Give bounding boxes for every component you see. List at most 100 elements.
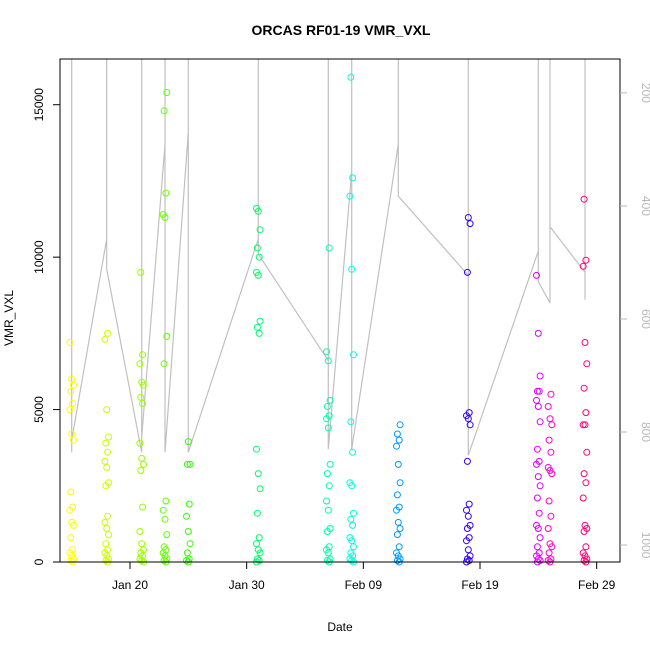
data-point [466,421,474,429]
data-point [548,470,556,478]
data-point [101,336,109,343]
data-point [66,406,74,414]
data-point [323,557,331,564]
profile-lines [71,59,586,456]
x-tick-label: Jan 30 [229,578,265,592]
data-point [536,534,544,542]
data-point [536,372,544,380]
data-point [349,521,357,529]
data-point [256,317,264,325]
data-point [533,396,540,404]
data-point [583,360,591,368]
data-point [463,268,471,276]
data-point [70,521,77,529]
data-point [325,244,333,252]
data-point [548,421,556,429]
data-point [70,381,77,389]
data-point [67,534,75,542]
right-tick-label: 800 [639,422,650,442]
data-point [253,244,261,252]
data-point [463,537,470,545]
data-point [581,421,589,429]
data-point [581,339,589,346]
data-point [393,557,401,564]
data-point [545,436,553,444]
profile-line [71,59,586,456]
data-point [580,384,588,392]
data-point [163,531,171,539]
data-point [102,482,110,490]
data-point [464,512,472,520]
data-point [464,214,472,221]
data-point [394,518,402,526]
data-point [395,436,403,444]
data-point [160,557,168,564]
data-point [324,424,332,432]
data-point [582,256,590,264]
data-point [186,540,194,548]
data-point [160,360,168,368]
data-point [253,445,260,453]
data-point [396,525,404,532]
data-point [547,448,555,456]
data-point [534,403,542,410]
data-point [545,549,553,557]
data-point [544,403,552,410]
data-point [393,506,400,514]
data-point [323,403,331,410]
data-point [137,268,145,276]
data-point [104,512,112,520]
y-axis: 0 5000 10000 15000 [32,88,60,565]
data-point [579,262,587,270]
data-point [162,189,170,197]
data-point [254,271,262,279]
data-point [183,557,190,564]
data-point [536,418,544,426]
data-point [326,396,334,404]
data-point [347,515,355,523]
data-point [535,387,543,395]
data-point [544,557,552,564]
data-point [393,430,401,438]
x-tick-label: Feb 29 [578,578,616,592]
data-point [323,497,330,505]
data-point [583,448,591,456]
data-point [70,436,77,444]
data-point [160,107,168,115]
data-point [103,464,111,471]
data-point [394,460,402,468]
data-point [139,503,147,511]
data-point [347,418,355,426]
data-point [324,506,332,514]
data-point [66,506,74,514]
data-point [67,387,75,395]
data-point [183,460,191,468]
data-point [533,271,540,279]
data-point [533,543,541,551]
data-point [465,500,473,508]
x-tick-label: Feb 19 [461,578,499,592]
data-point [256,549,264,557]
data-point [323,470,331,478]
data-point [349,174,357,182]
data-point [139,400,147,407]
data-point [582,543,590,551]
data-point [544,525,552,532]
data-point [137,467,145,474]
data-point [138,540,146,548]
data-point [547,390,555,398]
data-point [183,512,190,520]
data-point [254,470,262,478]
data-point [140,460,147,468]
data-point [138,557,146,564]
data-point [140,381,147,389]
data-point [163,89,171,96]
data-point [163,332,171,340]
data-point [580,195,588,203]
data-point [547,512,555,520]
right-tick-label: 600 [639,309,650,329]
data-point [136,528,144,535]
data-point [67,488,75,496]
x-axis: Jan 20 Jan 30 Feb 09 Feb 19 Feb 29 [112,562,616,592]
